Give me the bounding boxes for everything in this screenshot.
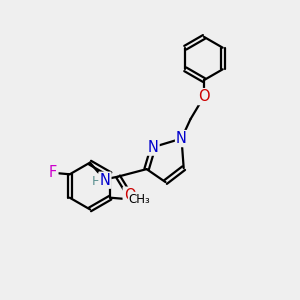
Text: F: F — [49, 165, 57, 180]
Text: O: O — [198, 89, 210, 104]
Text: N: N — [148, 140, 159, 154]
Text: CH₃: CH₃ — [129, 193, 151, 206]
Text: N: N — [100, 173, 110, 188]
Text: N: N — [176, 131, 187, 146]
Text: O: O — [124, 188, 135, 203]
Text: H: H — [92, 175, 101, 188]
